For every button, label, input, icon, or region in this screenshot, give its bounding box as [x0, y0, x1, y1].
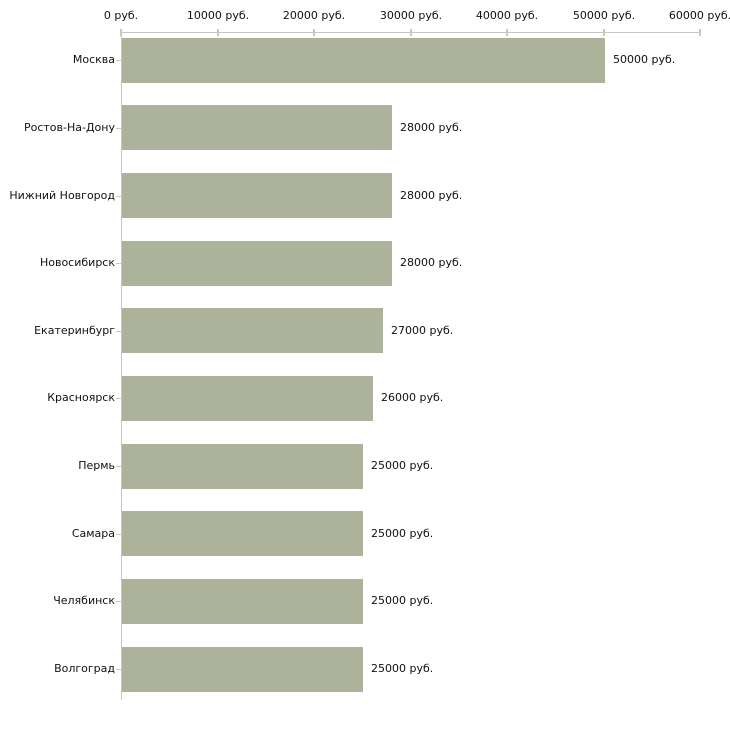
y-axis-line	[121, 32, 122, 700]
bar-value-label: 28000 руб.	[400, 189, 463, 202]
category-tick	[116, 398, 121, 399]
category-label: Ростов-На-Дону	[23, 121, 115, 134]
bar	[122, 579, 363, 624]
bar-value-label: 28000 руб.	[400, 256, 463, 269]
category-label: Красноярск	[47, 391, 115, 404]
category-tick	[116, 331, 121, 332]
x-axis-tick-label: 0 руб.	[103, 9, 139, 22]
x-axis-tick-label: 20000 руб.	[282, 9, 346, 22]
category-tick	[116, 196, 121, 197]
category-label: Пермь	[78, 459, 115, 472]
category-label: Москва	[72, 53, 115, 66]
category-label: Челябинск	[53, 594, 115, 607]
category-tick	[116, 534, 121, 535]
bar	[122, 647, 363, 692]
x-axis-tick	[699, 29, 701, 36]
category-label: Новосибирск	[39, 256, 115, 269]
x-axis-tick	[217, 29, 219, 36]
bar	[122, 241, 392, 286]
bar	[122, 173, 392, 218]
category-label: Самара	[71, 527, 115, 540]
x-axis-tick	[410, 29, 412, 36]
category-tick	[116, 60, 121, 61]
bar	[122, 38, 605, 83]
x-axis-tick-label: 40000 руб.	[475, 9, 539, 22]
bar-value-label: 26000 руб.	[381, 391, 444, 404]
bar-value-label: 25000 руб.	[371, 662, 434, 675]
x-axis-tick-label: 10000 руб.	[186, 9, 250, 22]
bar	[122, 308, 383, 353]
category-label: Волгоград	[54, 662, 115, 675]
bar-value-label: 25000 руб.	[371, 594, 434, 607]
category-tick	[116, 601, 121, 602]
bar-value-label: 25000 руб.	[371, 527, 434, 540]
bar	[122, 444, 363, 489]
category-tick	[116, 263, 121, 264]
bar-value-label: 25000 руб.	[371, 459, 434, 472]
category-tick	[116, 128, 121, 129]
x-axis-tick	[313, 29, 315, 36]
category-tick	[116, 466, 121, 467]
category-label: Екатеринбург	[34, 324, 115, 337]
category-label: Нижний Новгород	[9, 189, 115, 202]
category-tick	[116, 669, 121, 670]
x-axis-tick-label: 50000 руб.	[572, 9, 636, 22]
bar	[122, 376, 373, 421]
x-axis-tick-label: 60000 руб.	[668, 9, 730, 22]
x-axis-tick	[603, 29, 605, 36]
bar-value-label: 28000 руб.	[400, 121, 463, 134]
bar-value-label: 50000 руб.	[613, 53, 676, 66]
bar-value-label: 27000 руб.	[391, 324, 454, 337]
x-axis-tick	[506, 29, 508, 36]
x-axis-tick-label: 30000 руб.	[379, 9, 443, 22]
bar	[122, 105, 392, 150]
bar	[122, 511, 363, 556]
x-axis-tick	[120, 29, 122, 36]
